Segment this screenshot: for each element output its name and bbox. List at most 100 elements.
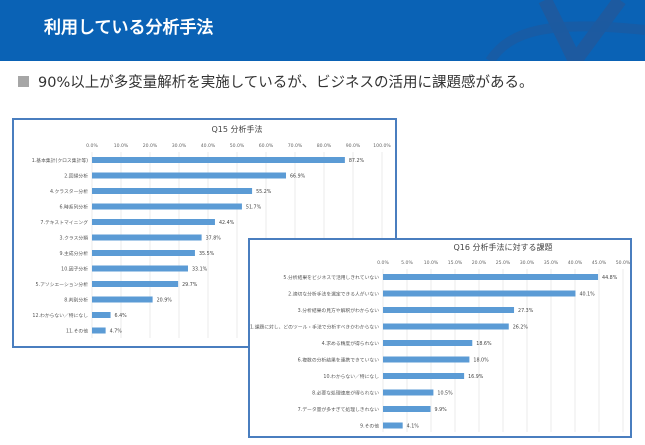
category-label: 2.回帰分析 bbox=[64, 173, 88, 180]
data-label: 18.6% bbox=[476, 341, 492, 347]
data-label: 37.8% bbox=[206, 236, 222, 242]
x-tick-label: 45.0% bbox=[592, 260, 607, 266]
data-label: 66.9% bbox=[290, 174, 306, 180]
x-tick-label: 15.0% bbox=[448, 260, 463, 266]
bar bbox=[92, 188, 253, 194]
bar bbox=[92, 157, 345, 163]
category-label: 8.判別分析 bbox=[64, 297, 88, 304]
data-label: 4.1% bbox=[407, 424, 420, 430]
category-label: 10.因子分析 bbox=[61, 266, 88, 273]
x-tick-label: 40.0% bbox=[201, 143, 216, 149]
category-label: 4.クラスター分析 bbox=[50, 188, 88, 195]
bar bbox=[383, 406, 431, 412]
data-label: 40.1% bbox=[579, 292, 595, 298]
data-label: 42.4% bbox=[219, 220, 235, 226]
logo-watermark bbox=[485, 0, 645, 61]
chart-title: Q16 分析手法に対する課題 bbox=[453, 242, 552, 252]
data-label: 9.9% bbox=[435, 407, 448, 413]
chart-q15: Q15 分析手法 0.0% 10.0% 20.0% 30.0% 40.0% 50.0% 60.… bbox=[12, 118, 397, 348]
bar bbox=[383, 307, 515, 313]
bar bbox=[383, 389, 434, 396]
bar bbox=[383, 274, 599, 280]
x-tick-label: 10.0% bbox=[424, 260, 439, 266]
category-label: 2.適切な分析手法を選定できる人がいない bbox=[288, 291, 379, 298]
bar bbox=[383, 340, 473, 346]
data-label: 18.0% bbox=[473, 358, 489, 364]
bar bbox=[92, 265, 188, 272]
x-tick-label: 100.0% bbox=[373, 143, 391, 149]
category-label: 7.データ量が多すぎて処理しきれない bbox=[298, 406, 380, 413]
x-tick-label: 40.0% bbox=[568, 260, 583, 266]
x-tick-label: 50.0% bbox=[616, 260, 630, 266]
bar bbox=[92, 296, 153, 303]
category-label: 5.アソシエーション分析 bbox=[36, 281, 89, 288]
x-tick-label: 0.0% bbox=[377, 260, 389, 266]
x-tick-label: 5.0% bbox=[401, 260, 413, 266]
category-label: 1.基本集計(クロス集計等) bbox=[32, 157, 88, 164]
data-label: 10.5% bbox=[437, 391, 453, 397]
x-tick-label: 50.0% bbox=[230, 143, 245, 149]
x-tick-label: 25.0% bbox=[496, 260, 511, 266]
category-label: 3.分析結果の見方や解釈がわからない bbox=[298, 307, 380, 314]
bar bbox=[92, 219, 215, 225]
bar bbox=[383, 323, 509, 330]
bar bbox=[92, 234, 202, 241]
x-tick-label: 20.0% bbox=[143, 143, 158, 149]
slide-header: 利用している分析手法 bbox=[0, 0, 645, 61]
summary-text: 90%以上が多変量解析を実施しているが、ビジネスの活用に課題感がある。 bbox=[38, 75, 534, 91]
x-tick-label: 10.0% bbox=[114, 143, 129, 149]
data-label: 51.7% bbox=[246, 205, 262, 211]
chart-title: Q15 分析手法 bbox=[211, 124, 262, 134]
category-label: 9.その他 bbox=[360, 423, 379, 430]
category-label: 1.課題に対し、どのツール・手法で分析すべきかわからない bbox=[250, 324, 379, 331]
bar bbox=[92, 172, 287, 179]
summary-bullet: 90%以上が多変量解析を実施しているが、ビジネスの活用に課題感がある。 bbox=[18, 71, 534, 92]
bar bbox=[92, 203, 242, 210]
x-tick-label: 70.0% bbox=[288, 143, 303, 149]
data-label: 87.2% bbox=[349, 158, 365, 164]
x-tick-label: 30.0% bbox=[172, 143, 187, 149]
category-label: 9.主成分分析 bbox=[59, 250, 88, 257]
x-tick-label: 20.0% bbox=[472, 260, 487, 266]
category-label: 11.その他 bbox=[66, 328, 88, 335]
bar bbox=[383, 290, 576, 297]
bar bbox=[383, 373, 465, 379]
data-label: 16.9% bbox=[468, 374, 484, 380]
bar bbox=[383, 356, 470, 363]
bar bbox=[92, 327, 106, 334]
x-tick-label: 60.0% bbox=[259, 143, 274, 149]
category-label: 10.わからない／特になし bbox=[323, 373, 379, 380]
category-label: 6.複数の分析結果を連携できていない bbox=[298, 357, 380, 364]
bar bbox=[92, 281, 179, 287]
x-tick-label: 35.0% bbox=[544, 260, 559, 266]
data-label: 27.3% bbox=[518, 308, 534, 314]
chart-q16: Q16 分析手法に対する課題 0.0% 5.0% 10.0% 15.0% 20.0% 25.… bbox=[248, 238, 632, 438]
page-title: 利用している分析手法 bbox=[44, 18, 214, 38]
data-label: 6.4% bbox=[115, 313, 128, 319]
category-label: 4.求める精度が得られない bbox=[322, 340, 380, 347]
x-tick-label: 30.0% bbox=[520, 260, 535, 266]
data-label: 4.7% bbox=[110, 329, 123, 335]
data-label: 20.9% bbox=[157, 298, 173, 304]
data-label: 26.2% bbox=[513, 325, 529, 331]
x-tick-label: 90.0% bbox=[346, 143, 361, 149]
data-label: 44.8% bbox=[602, 275, 618, 281]
bar bbox=[383, 422, 403, 429]
bullet-square-icon bbox=[18, 76, 29, 87]
category-label: 5.分析結果をビジネスで活用しきれていない bbox=[283, 274, 379, 281]
bar bbox=[92, 312, 111, 318]
category-label: 6.時系列分析 bbox=[59, 204, 88, 211]
x-tick-label: 0.0% bbox=[86, 143, 98, 149]
category-label: 12.わからない／特になし bbox=[32, 312, 88, 319]
bar bbox=[92, 250, 195, 256]
x-tick-label: 80.0% bbox=[317, 143, 332, 149]
category-label: 3.クラス分類 bbox=[60, 235, 89, 242]
category-label: 8.必要な処理速度が得られない bbox=[312, 390, 379, 397]
data-label: 33.1% bbox=[192, 267, 208, 273]
chart-q16-svg: Q16 分析手法に対する課題 0.0% 5.0% 10.0% 15.0% 20.0% 25.… bbox=[250, 242, 631, 432]
data-label: 55.2% bbox=[256, 189, 272, 195]
data-label: 29.7% bbox=[182, 282, 198, 288]
category-label: 7.テキストマイニング bbox=[40, 219, 88, 226]
data-label: 35.5% bbox=[199, 251, 215, 257]
chart-q15-svg: Q15 分析手法 0.0% 10.0% 20.0% 30.0% 40.0% 50.0% 60.… bbox=[32, 124, 391, 338]
